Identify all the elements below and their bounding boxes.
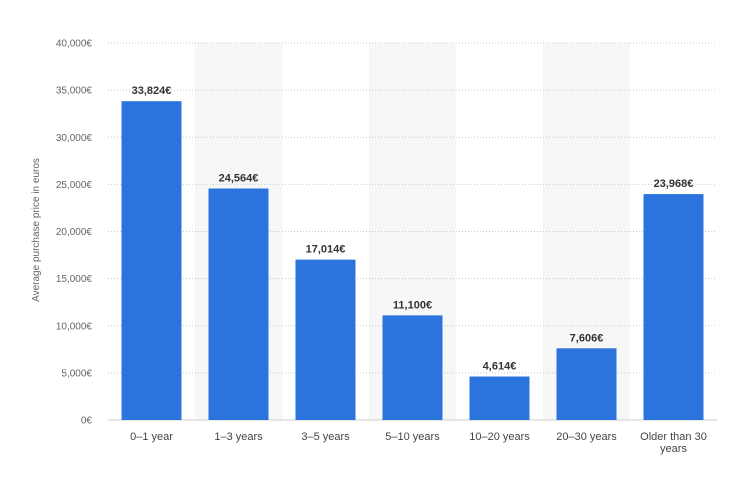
y-tick-label: 30,000€ — [56, 133, 93, 144]
bars — [121, 101, 704, 420]
data-label: 11,100€ — [393, 299, 432, 311]
y-tick-label: 25,000€ — [56, 180, 93, 191]
bar — [295, 259, 356, 420]
y-axis-title: Average purchase price in euros — [31, 158, 42, 302]
y-tick-label: 35,000€ — [56, 86, 93, 97]
bar — [469, 376, 530, 420]
data-label: 4,614€ — [483, 361, 517, 373]
data-labels: 33,824€ 24,564€ 17,014€ 11,100€ 4,614€ 7,606€… — [132, 85, 694, 372]
data-label: 24,564€ — [219, 172, 259, 184]
bar — [556, 348, 617, 420]
bar — [382, 315, 443, 420]
y-axis-ticks: 0€ 5,000€ 10,000€ 15,000€ 20,000€ 25,000€ 30,0… — [56, 39, 93, 427]
x-axis-labels: 0–1 year 1–3 years 3–5 years 5–10 years 10–2… — [130, 431, 707, 455]
data-label: 23,968€ — [654, 178, 694, 190]
bar — [208, 188, 269, 420]
y-tick-label: 10,000€ — [56, 321, 93, 332]
y-tick-label: 15,000€ — [56, 274, 93, 285]
bar — [121, 101, 182, 420]
x-tick-label: 3–5 years — [301, 431, 350, 443]
y-tick-label: 0€ — [81, 416, 93, 427]
y-tick-label: 40,000€ — [56, 39, 93, 50]
bar — [643, 194, 704, 420]
y-tick-label: 5,000€ — [61, 368, 92, 379]
x-tick-label: 10–20 years — [469, 431, 530, 443]
x-tick-label: 20–30 years — [556, 431, 617, 443]
data-label: 17,014€ — [306, 244, 346, 256]
x-tick-label: 5–10 years — [385, 431, 440, 443]
data-label: 7,606€ — [570, 332, 604, 344]
x-tick-label: 0–1 year — [130, 431, 173, 443]
x-tick-label: Older than 30 years — [640, 431, 707, 455]
data-label: 33,824€ — [132, 85, 172, 97]
y-tick-label: 20,000€ — [56, 227, 93, 238]
x-tick-label: 1–3 years — [214, 431, 263, 443]
